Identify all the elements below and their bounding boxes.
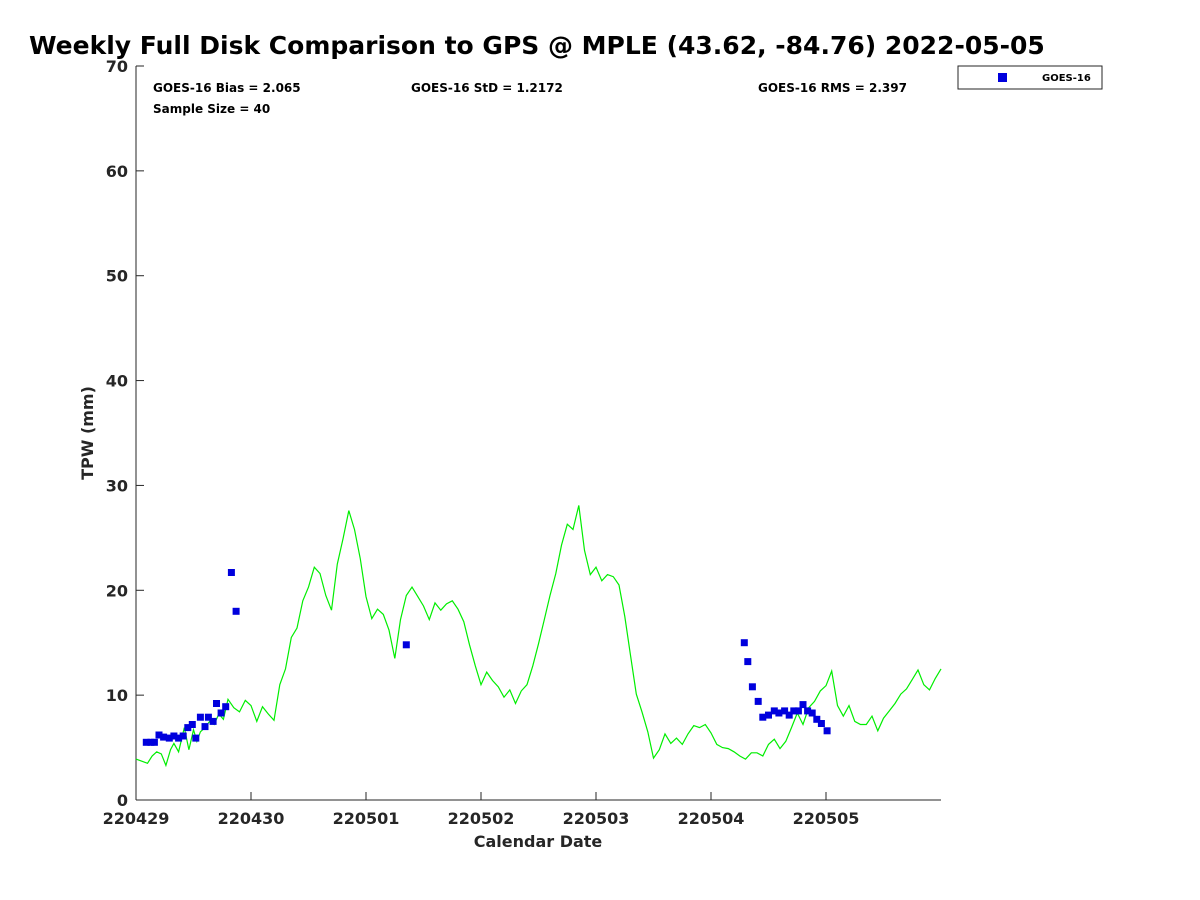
- goes16-point: [804, 707, 812, 715]
- goes16-point: [175, 734, 183, 742]
- goes16-point: [217, 709, 225, 717]
- legend-label-goes16: GOES-16: [1042, 73, 1091, 84]
- x-tick-label: 220430: [218, 809, 285, 828]
- goes16-point: [799, 701, 807, 709]
- goes16-point: [204, 713, 212, 721]
- goes16-point: [184, 724, 192, 732]
- goes16-point: [794, 707, 802, 715]
- goes16-point: [808, 709, 816, 717]
- goes16-point: [213, 700, 220, 707]
- y-axis-label: TPW (mm): [78, 386, 97, 480]
- plot-area: [136, 66, 941, 800]
- x-tick-label: 220501: [333, 809, 400, 828]
- goes16-point: [744, 658, 752, 666]
- goes16-point: [165, 734, 173, 742]
- x-tick-label: 220505: [793, 809, 860, 828]
- goes16-point: [754, 697, 762, 705]
- goes16-point: [790, 707, 798, 715]
- y-tick-label: 10: [106, 686, 128, 705]
- y-tick-label: 40: [106, 372, 128, 391]
- stat-rms: GOES-16 RMS = 2.397: [758, 81, 907, 95]
- goes16-point: [785, 711, 793, 719]
- goes16-point: [817, 720, 825, 727]
- gps-series-line: [135, 505, 942, 768]
- chart-title: Weekly Full Disk Comparison to GPS @ MPL…: [29, 31, 1045, 60]
- stat-sample-size: Sample Size = 40: [153, 102, 270, 116]
- legend: GOES-16: [957, 65, 1103, 90]
- goes16-point: [765, 711, 772, 719]
- goes16-point: [813, 715, 821, 723]
- goes16-point: [222, 703, 230, 711]
- stat-bias: GOES-16 Bias = 2.065: [153, 81, 301, 95]
- x-tick-label: 220504: [678, 809, 745, 828]
- goes16-point: [402, 641, 410, 649]
- goes16-point: [759, 713, 767, 721]
- goes16-point: [155, 731, 163, 739]
- goes16-point: [170, 732, 178, 740]
- goes16-point: [150, 738, 158, 746]
- goes16-point: [196, 713, 204, 721]
- goes16-point: [227, 569, 235, 576]
- x-tick-label: 220429: [103, 809, 170, 828]
- goes16-point: [232, 607, 240, 615]
- goes16-point: [781, 707, 789, 715]
- y-ticks: 0 10 20 30 40 50 60 70: [106, 57, 144, 810]
- goes16-point: [192, 734, 200, 742]
- y-tick-label: 30: [106, 476, 128, 495]
- goes16-point: [775, 709, 783, 717]
- goes16-point: [209, 717, 217, 725]
- goes16-point: [740, 639, 748, 647]
- legend-box: [957, 65, 1103, 90]
- y-tick-label: 20: [106, 581, 128, 600]
- series-layer: [135, 505, 942, 768]
- goes16-point: [179, 732, 187, 740]
- legend-marker-goes16: [998, 73, 1007, 82]
- goes16-point: [160, 733, 168, 741]
- y-tick-label: 60: [106, 162, 128, 181]
- goes16-point: [748, 683, 756, 691]
- goes16-point: [142, 738, 150, 746]
- x-ticks: 220429 220430 220501 220502 220503 220504 2205…: [103, 792, 860, 828]
- stat-std: GOES-16 StD = 1.2172: [411, 81, 563, 95]
- y-tick-label: 50: [106, 267, 128, 286]
- goes16-point: [188, 721, 196, 728]
- goes16-point: [823, 727, 831, 735]
- x-tick-label: 220503: [563, 809, 630, 828]
- y-tick-label: 0: [117, 791, 128, 810]
- goes16-point: [770, 707, 778, 715]
- y-tick-label: 70: [106, 57, 128, 76]
- x-tick-label: 220502: [448, 809, 515, 828]
- x-axis-label: Calendar Date: [474, 832, 603, 851]
- goes16-point: [201, 723, 209, 731]
